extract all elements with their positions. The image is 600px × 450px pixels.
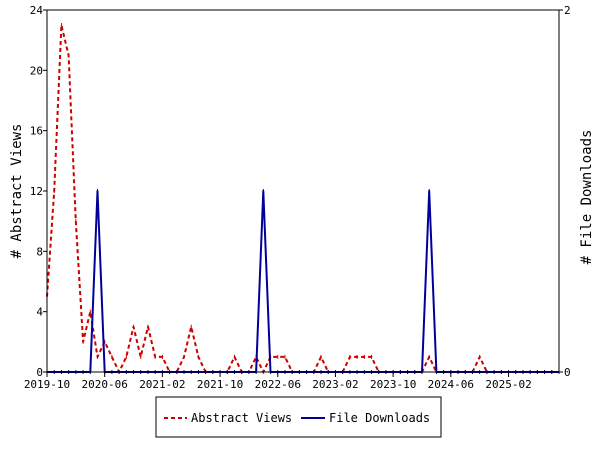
x-tick-label: 2021-02 [139,378,185,391]
y-left-tick-label: 24 [30,4,44,17]
series-line-abstract-views [46,24,559,373]
legend-box [155,396,442,438]
plot-area [47,10,559,372]
y-left-tick-label: 16 [30,125,43,138]
x-tick-label: 2023-02 [312,378,358,391]
x-tick-label: 2021-10 [197,378,243,391]
y-left-tick-label: 20 [30,64,43,77]
y-left-tick-label: 0 [36,366,43,379]
y-right-tick-label: 2 [564,4,571,17]
x-tick-label: 2019-10 [24,378,70,391]
y-left-tick-label: 8 [36,245,43,258]
axis-layer: 0 4 8 12 16 20 24 0 2 2019-10 2020-06 2021-02 2021-1… [24,4,571,391]
x-tick-label: 2020-06 [82,378,128,391]
legend: Abstract Views File Downloads [155,396,442,438]
x-tick-label: 2023-10 [370,378,416,391]
x-tick-label: 2024-06 [428,378,474,391]
y-left-tick-label: 4 [36,306,43,319]
x-tick-label: 2025-02 [485,378,531,391]
legend-label-file-downloads: File Downloads [329,411,430,425]
y-axis-left-title: # Abstract Views [9,124,25,259]
y-axis-right-title: # File Downloads [579,130,595,265]
y-left-tick-label: 12 [30,185,43,198]
x-tick-label: 2022-06 [255,378,301,391]
y-right-tick-label: 0 [564,366,571,379]
legend-label-abstract-views: Abstract Views [191,411,292,425]
